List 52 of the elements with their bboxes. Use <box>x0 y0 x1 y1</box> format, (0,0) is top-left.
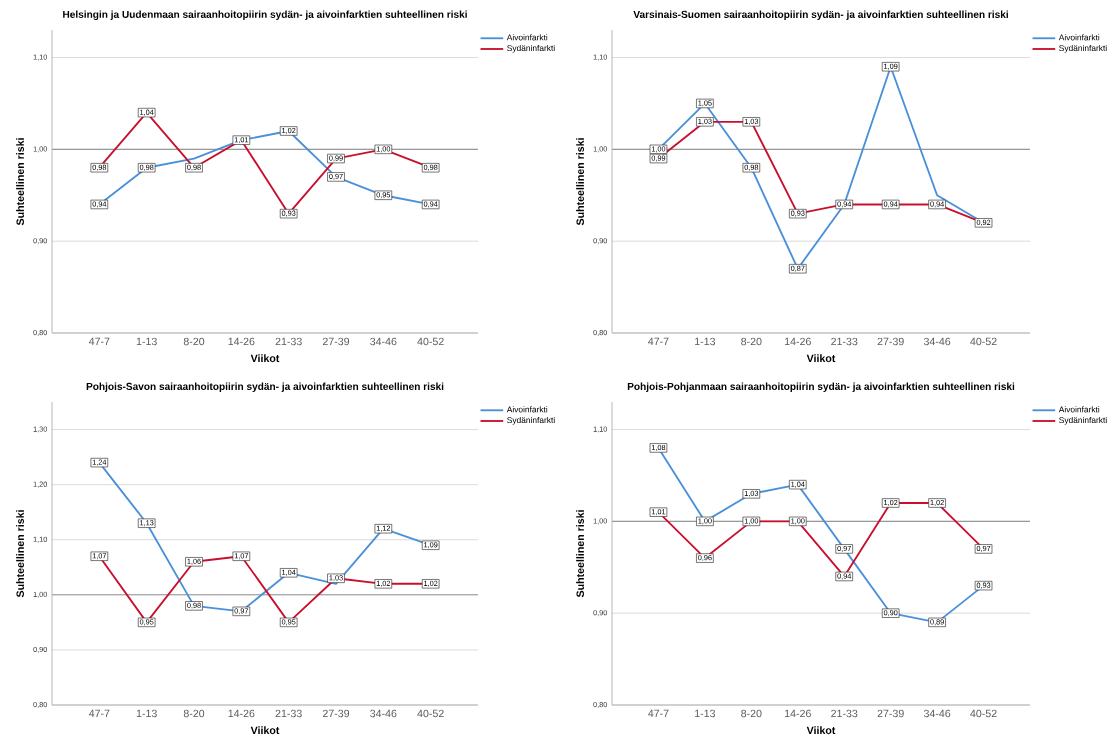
x-tick-label: 8-20 <box>741 709 762 718</box>
x-axis-title: Viikot <box>250 354 280 363</box>
x-tick-label: 8-20 <box>183 337 205 346</box>
x-tick-label: 27-39 <box>322 337 350 346</box>
x-tick-label: 21-33 <box>831 709 858 718</box>
x-tick-label: 21-33 <box>275 337 302 346</box>
x-tick-label: 1-13 <box>136 337 157 346</box>
x-tick-label: 34-46 <box>923 709 951 718</box>
x-tick-label: 27-39 <box>877 709 904 718</box>
y-axis-title: Suhteellinen riski <box>576 138 584 226</box>
x-axis-title: Viikot <box>250 726 280 735</box>
chart-title: Pohjois-Pohjanmaan sairaanhoitopiirin sydän- ja aivoinfarktien suhteellinen riski <box>627 382 1015 392</box>
legend-label: Aivoinfarkti <box>1058 406 1100 413</box>
legend-label: Sydäninfarkti <box>507 44 555 53</box>
x-tick-label: 34-46 <box>923 337 951 346</box>
chart-title: Pohjois-Savon sairaanhoitopiirin sydän- ja aivoinfarktien suhteellinen riski <box>86 382 444 393</box>
x-tick-label: 8-20 <box>741 337 762 346</box>
legend-label: Sydäninfarkti <box>507 416 555 425</box>
legend-label: Aivoinfarkti <box>1058 34 1100 41</box>
x-tick-label: 40-52 <box>417 337 444 346</box>
legend-label: Sydäninfarkti <box>1059 44 1107 53</box>
legend-label: Sydäninfarkti <box>1059 416 1107 425</box>
x-tick-label: 14-26 <box>785 337 811 346</box>
x-tick-label: 27-39 <box>877 337 904 346</box>
x-tick-label: 1-13 <box>136 709 157 718</box>
x-tick-label: 21-33 <box>831 337 858 346</box>
x-tick-label: 21-33 <box>275 709 302 718</box>
x-tick-label: 47-7 <box>648 709 669 717</box>
x-tick-label: 40-52 <box>970 709 997 718</box>
chart-title: Helsingin ja Uudenmaan sairaanhoitopiirin sydän- ja aivoinfarktien suhteellinen riski <box>63 10 467 20</box>
x-tick-label: 47-7 <box>648 337 669 345</box>
x-axis-title: Viikot <box>806 354 836 363</box>
y-axis-title: Suhteellinen riski <box>576 510 584 598</box>
x-tick-label: 47-7 <box>88 337 110 345</box>
x-tick-label: 40-52 <box>970 337 997 346</box>
x-tick-label: 8-20 <box>183 709 205 718</box>
legend-label: Aivoinfarkti <box>506 34 548 41</box>
x-tick-label: 14-26 <box>228 337 255 346</box>
x-axis-title: Viikot <box>806 726 836 735</box>
x-tick-label: 40-52 <box>417 709 444 718</box>
x-tick-label: 47-7 <box>88 709 110 717</box>
x-tick-label: 1-13 <box>695 709 716 718</box>
x-tick-label: 27-39 <box>322 709 350 718</box>
x-tick-label: 34-46 <box>370 709 397 718</box>
legend-label: Aivoinfarkti <box>506 406 548 413</box>
chart-title: Varsinais-Suomen sairaanhoitopiirin sydän- ja aivoinfarktien suhteellinen riski <box>633 10 1008 20</box>
x-tick-label: 14-26 <box>228 709 255 718</box>
y-axis-title: Suhteellinen riski <box>16 138 24 226</box>
y-axis-title: Suhteellinen riski <box>16 510 24 598</box>
x-tick-label: 1-13 <box>695 337 716 346</box>
x-tick-label: 34-46 <box>370 337 397 346</box>
x-tick-label: 14-26 <box>785 709 811 718</box>
